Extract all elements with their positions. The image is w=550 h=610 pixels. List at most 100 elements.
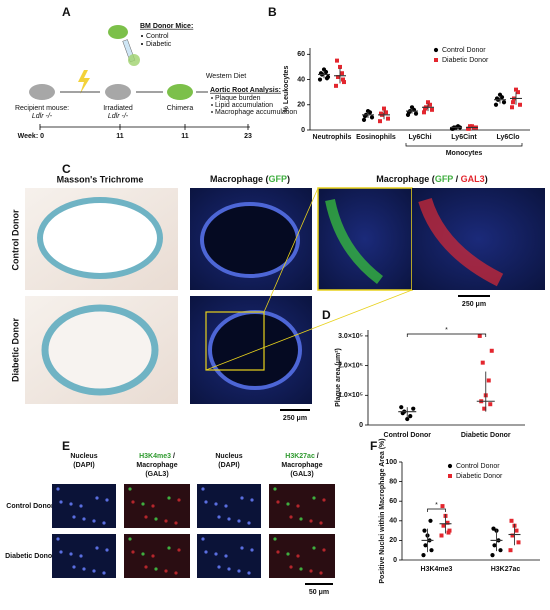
column-header: (GAL3) [290, 471, 313, 478]
data-point [321, 67, 327, 72]
cell [214, 552, 218, 556]
header-part: Macrophage ( [376, 174, 435, 184]
column-header: Nucleus [215, 453, 242, 460]
legend-label: Control Donor [442, 47, 486, 54]
staining: Nucleus (DAPI) H3K4me3 / Macrophage (GAL… [5, 453, 335, 596]
data-point [428, 518, 433, 523]
x-tick-label: H3K27ac [491, 566, 521, 573]
data-point [480, 360, 485, 365]
cell [56, 537, 60, 541]
recipient-mouse [29, 84, 55, 100]
x-tick-label: H3K4me3 [421, 566, 453, 573]
cell [82, 567, 86, 571]
cell [95, 546, 99, 550]
scale-label: 250 μm [283, 415, 307, 422]
panel-labels: A B C D E F [62, 5, 377, 453]
column-header: (DAPI) [73, 462, 94, 469]
x-tick-label: Ly6Chi [408, 134, 431, 141]
cell [128, 537, 132, 541]
cell [250, 548, 254, 552]
y-tick-label: 100 [385, 459, 397, 466]
y-tick-label: 60 [389, 498, 397, 505]
data-point [405, 416, 410, 422]
data-point [441, 523, 446, 528]
cell [299, 517, 303, 521]
legend-marker [433, 47, 439, 53]
cell [247, 571, 251, 575]
data-point [482, 406, 487, 411]
row-label: Diabetic Donor [10, 318, 20, 383]
data-point [470, 124, 474, 129]
cell [56, 487, 60, 491]
data-point [426, 100, 430, 105]
cell [286, 502, 290, 506]
cell [204, 550, 208, 554]
irradiated-mouse [105, 84, 131, 100]
cell [79, 554, 83, 558]
column-header: Macrophage [281, 462, 322, 469]
header-part: GFP [435, 174, 453, 184]
cell [217, 515, 221, 519]
week-label: 23 [244, 133, 252, 140]
week-label: Week: 0 [18, 133, 44, 140]
y-tick-label: 1.0×10⁵ [338, 392, 363, 399]
header-part: H3K4me3 [139, 453, 171, 460]
irradiated-label: Irradiated [103, 105, 133, 112]
y-tick-label: 0 [393, 557, 397, 564]
bullet [141, 43, 143, 45]
data-point [334, 83, 338, 88]
cell [276, 550, 280, 554]
legend-label: Diabetic Donor [442, 57, 489, 64]
data-point [511, 100, 515, 105]
header-part: / [171, 453, 175, 460]
cell [151, 554, 155, 558]
data-point [492, 543, 497, 548]
cell [92, 519, 96, 523]
dapi-image [197, 484, 261, 528]
cell [105, 498, 109, 502]
header-part: / [453, 174, 461, 184]
bullet [211, 111, 213, 113]
data-point [423, 106, 427, 111]
data-point [429, 548, 434, 553]
cell [204, 500, 208, 504]
cell [224, 504, 228, 508]
y-tick-label: 2.0×10⁵ [338, 362, 363, 369]
bullet [141, 35, 143, 37]
x-tick-label: Eosinophils [356, 134, 396, 141]
data-point [365, 108, 371, 114]
scale-label: 250 μm [462, 301, 486, 308]
donor-item: Diabetic [146, 41, 172, 48]
cell [299, 567, 303, 571]
column-header: Masson's Trichrome [57, 174, 144, 184]
group-bracket [405, 143, 523, 147]
data-point [422, 528, 427, 533]
data-point [445, 520, 450, 525]
merge-image [124, 484, 190, 528]
legend-marker [434, 58, 438, 62]
data-point [430, 107, 434, 112]
diet-label: Western Diet [206, 73, 246, 80]
legend-marker [447, 463, 453, 469]
x-tick-label: Neutrophils [313, 134, 352, 141]
cell [309, 569, 313, 573]
cell [312, 496, 316, 500]
data-point [516, 540, 521, 545]
cell [177, 498, 181, 502]
cell [289, 515, 293, 519]
column-header: (GAL3) [145, 471, 168, 478]
data-point [423, 543, 428, 548]
x-tick-label: Control Donor [384, 432, 432, 439]
cell [201, 487, 205, 491]
data-point [508, 548, 513, 553]
y-tick-label: 40 [297, 76, 305, 83]
y-tick-label: 20 [389, 537, 397, 544]
cell [82, 517, 86, 521]
cell [102, 571, 106, 575]
data-point [342, 80, 346, 85]
schematic: BM Donor Mice: Control Diabetic Recipien… [15, 23, 297, 140]
cell [214, 502, 218, 506]
panel-label: A [62, 5, 71, 19]
